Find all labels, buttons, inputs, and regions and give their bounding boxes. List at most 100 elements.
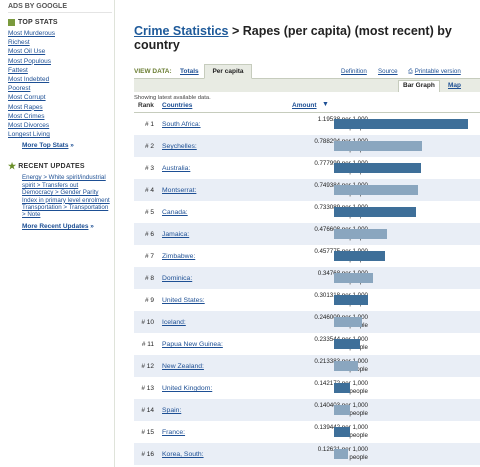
country-link[interactable]: New Zealand:	[162, 363, 204, 370]
amount-bar	[334, 207, 416, 217]
rank-cell: # 5	[144, 209, 154, 216]
rank-cell: # 6	[144, 231, 154, 238]
country-link[interactable]: South Africa:	[162, 121, 201, 128]
view-data-bar: VIEW DATA: Totals Per capita Definition …	[134, 64, 480, 79]
tab-map[interactable]: Map	[448, 82, 461, 89]
sort-desc-icon[interactable]: ▼	[322, 101, 329, 108]
country-link[interactable]: Zimbabwe:	[162, 253, 196, 260]
sidebar: ADS BY GOOGLE TOP STATS Most Murderous R…	[0, 0, 115, 467]
amount-bar	[334, 339, 360, 349]
rank-cell: # 11	[141, 341, 154, 348]
recent-update-link[interactable]: spirit > Transfers out	[22, 181, 79, 189]
crime-statistics-link[interactable]: Crime Statistics	[134, 24, 229, 38]
tab-per-capita[interactable]: Per capita	[204, 64, 252, 79]
top-stats-link[interactable]: Fattest	[8, 66, 28, 74]
top-stats-link[interactable]: Poorest	[8, 85, 31, 93]
top-stats-heading: TOP STATS	[8, 19, 112, 26]
tab-bar-graph[interactable]: Bar Graph	[398, 80, 440, 92]
country-link[interactable]: Korea, South:	[162, 451, 204, 458]
amount-bar	[334, 405, 350, 415]
rank-cell: # 9	[144, 297, 154, 304]
country-link[interactable]: Seychelles:	[162, 143, 197, 150]
tab-totals[interactable]: Totals	[180, 68, 199, 75]
top-stats-link[interactable]: Most Indebted	[8, 76, 50, 84]
top-stats-link[interactable]: Most Corrupt	[8, 94, 46, 102]
rank-cell: # 13	[141, 385, 154, 392]
page-title: Crime Statistics > Rapes (per capita) (m…	[134, 24, 480, 52]
table-header: Rank Countries Amount ▼	[134, 101, 480, 111]
top-stats-link[interactable]: Most Rapes	[8, 103, 43, 111]
rank-header: Rank	[138, 102, 154, 109]
recent-updates-heading-text: RECENT UPDATES	[18, 163, 85, 171]
amount-bar	[334, 383, 350, 393]
country-link[interactable]: Jamaica:	[162, 231, 190, 238]
top-stats-link[interactable]: Most Murderous	[8, 30, 55, 37]
rank-cell: # 2	[144, 143, 154, 150]
amount-bar	[334, 273, 373, 283]
country-link[interactable]: Montserrat:	[162, 187, 197, 194]
country-link[interactable]: United Kingdom:	[162, 385, 213, 392]
rank-cell: # 4	[144, 187, 154, 194]
top-stats-link[interactable]: Most Oil Use	[8, 48, 46, 56]
rank-cell: # 14	[141, 407, 154, 414]
amount-header[interactable]: Amount	[292, 102, 317, 109]
amount-bar	[334, 361, 358, 371]
amount-bar	[334, 449, 348, 459]
graph-tab-bar: Bar Graph Map	[134, 79, 480, 92]
top-stats-link[interactable]: Longest Living	[8, 131, 50, 139]
recent-update-link[interactable]: > Note	[22, 211, 41, 219]
top-stats-list: Most Murderous Richest Most Oil Use Most…	[8, 29, 114, 139]
amount-bar	[334, 317, 362, 327]
country-link[interactable]: Spain:	[162, 407, 182, 414]
table-row: # 13 United Kingdom: 0.142172 per 1,000peo…	[134, 377, 480, 399]
country-link[interactable]: Iceland:	[162, 319, 186, 326]
amount-bar	[334, 427, 350, 437]
data-note: Showing latest available data.	[134, 95, 211, 101]
top-stats-link[interactable]: Most Crimes	[8, 112, 45, 120]
recent-update-link[interactable]: Index in primary level enrolment	[22, 196, 110, 204]
definition-link[interactable]: Definition	[341, 68, 367, 75]
top-stats-link[interactable]: Most Populous	[8, 57, 51, 65]
recent-updates-list: Energy > White spirit/industrial spirit …	[22, 174, 114, 218]
print-icon: ⎙	[408, 68, 413, 75]
amount-bar	[334, 141, 422, 151]
country-link[interactable]: Papua New Guinea:	[162, 341, 223, 348]
top-stats-link[interactable]: Most Divorces	[8, 122, 50, 130]
country-link[interactable]: United States:	[162, 297, 205, 304]
country-link[interactable]: Dominica:	[162, 275, 193, 282]
rank-cell: # 12	[141, 363, 154, 370]
country-link[interactable]: France:	[162, 429, 186, 436]
amount-bar	[334, 295, 368, 305]
recent-update-link[interactable]: Democracy > Gender Parity	[22, 189, 99, 197]
countries-header[interactable]: Countries	[162, 102, 193, 109]
country-link[interactable]: Canada:	[162, 209, 188, 216]
ads-label: ADS BY GOOGLE	[8, 3, 112, 13]
rank-cell: # 10	[141, 319, 154, 326]
recent-update-link[interactable]: Transportation > Transportation	[22, 204, 109, 212]
source-link[interactable]: Source	[378, 68, 398, 75]
recent-update-link[interactable]: Energy > White spirit/industrial	[22, 174, 106, 182]
rank-cell: # 8	[144, 275, 154, 282]
printable-version-link[interactable]: ⎙ Printable version	[408, 68, 461, 75]
amount-bar	[334, 163, 421, 173]
country-link[interactable]: Australia:	[162, 165, 191, 172]
header-divider	[134, 112, 480, 113]
rank-cell: # 3	[144, 165, 154, 172]
more-top-stats-link[interactable]: More Top Stats »	[22, 142, 74, 150]
more-recent-updates-link[interactable]: More Recent Updates »	[22, 222, 94, 230]
top-stats-link[interactable]: Richest	[8, 39, 30, 47]
